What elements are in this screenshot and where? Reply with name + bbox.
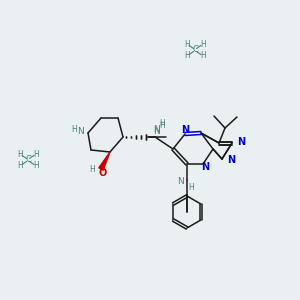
Text: H: H — [17, 150, 23, 159]
Text: N: N — [177, 176, 183, 185]
Text: H: H — [89, 166, 95, 175]
Text: O: O — [99, 168, 107, 178]
Text: H: H — [159, 122, 165, 130]
Text: H: H — [33, 150, 39, 159]
Text: N: N — [153, 125, 159, 134]
Text: N: N — [237, 137, 245, 147]
Text: N: N — [181, 125, 189, 135]
Text: H: H — [33, 161, 39, 170]
Text: N: N — [227, 155, 235, 165]
Text: N: N — [153, 127, 159, 136]
Text: H: H — [17, 161, 23, 170]
Polygon shape — [99, 152, 110, 170]
Text: C: C — [192, 46, 198, 55]
Text: H: H — [188, 182, 194, 191]
Text: H: H — [184, 40, 190, 49]
Text: H: H — [184, 51, 190, 60]
Text: C: C — [25, 155, 31, 164]
Text: H: H — [159, 119, 165, 128]
Text: H: H — [71, 124, 77, 134]
Text: N: N — [78, 128, 84, 136]
Text: H: H — [200, 51, 206, 60]
Text: N: N — [201, 162, 209, 172]
Text: H: H — [200, 40, 206, 49]
